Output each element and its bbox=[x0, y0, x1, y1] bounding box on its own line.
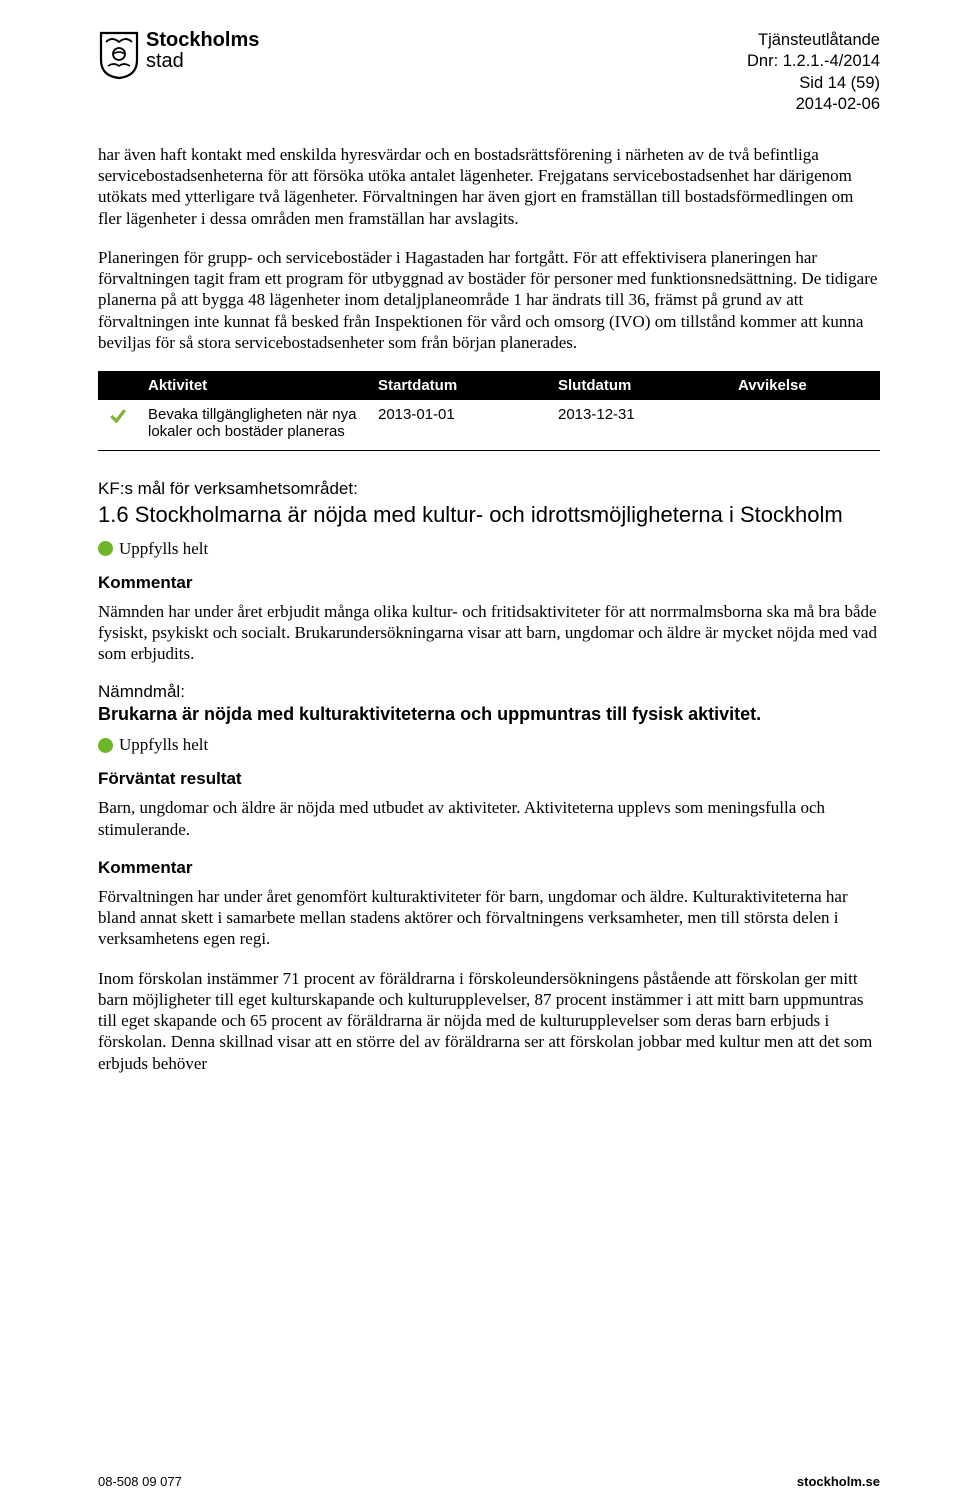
status-text-1: Uppfylls helt bbox=[119, 539, 208, 559]
meta-date: 2014-02-06 bbox=[747, 94, 880, 115]
paragraph-5: Förvaltningen har under året genomfört k… bbox=[98, 886, 880, 950]
col-activity: Aktivitet bbox=[148, 377, 378, 394]
check-icon bbox=[108, 406, 128, 426]
paragraph-6: Inom förskolan instämmer 71 procent av f… bbox=[98, 968, 880, 1074]
cell-start: 2013-01-01 bbox=[378, 406, 558, 423]
activity-table-header: Aktivitet Startdatum Slutdatum Avvikelse bbox=[98, 371, 880, 400]
col-end: Slutdatum bbox=[558, 377, 738, 394]
goal-1-6-title: 1.6 Stockholmarna är nöjda med kultur- o… bbox=[98, 501, 880, 529]
paragraph-4: Barn, ungdomar och äldre är nöjda med ut… bbox=[98, 797, 880, 840]
footer-site: stockholm.se bbox=[797, 1474, 880, 1489]
footer-phone: 08-508 09 077 bbox=[98, 1474, 182, 1489]
cell-activity: Bevaka tillgängligheten när nya lokaler … bbox=[148, 406, 378, 440]
paragraph-2: Planeringen för grupp- och servicebostäd… bbox=[98, 247, 880, 353]
status-dot-icon bbox=[98, 541, 113, 556]
col-deviation: Avvikelse bbox=[738, 377, 880, 394]
logo-text: Stockholms stad bbox=[146, 30, 259, 72]
kf-goal-label: KF:s mål för verksamhetsområdet: bbox=[98, 479, 880, 499]
paragraph-1: har även haft kontakt med enskilda hyres… bbox=[98, 144, 880, 229]
page-header: Stockholms stad Tjänsteutlåtande Dnr: 1.… bbox=[98, 30, 880, 116]
logo-block: Stockholms stad bbox=[98, 30, 259, 80]
logo-line1: Stockholms bbox=[146, 29, 259, 51]
status-text-2: Uppfylls helt bbox=[119, 735, 208, 755]
namndmal-title: Brukarna är nöjda med kulturaktivitetern… bbox=[98, 704, 880, 725]
stockholm-crest-icon bbox=[98, 30, 140, 80]
col-start: Startdatum bbox=[378, 377, 558, 394]
meta-dnr: Dnr: 1.2.1.-4/2014 bbox=[747, 51, 880, 72]
kommentar-heading-2: Kommentar bbox=[98, 858, 880, 878]
meta-page: Sid 14 (59) bbox=[747, 73, 880, 94]
activity-table: Aktivitet Startdatum Slutdatum Avvikelse… bbox=[98, 371, 880, 451]
kommentar-heading-1: Kommentar bbox=[98, 573, 880, 593]
forvantat-heading: Förväntat resultat bbox=[98, 769, 880, 789]
paragraph-3: Nämnden har under året erbjudit många ol… bbox=[98, 601, 880, 665]
status-dot-icon bbox=[98, 738, 113, 753]
status-line-1: Uppfylls helt bbox=[98, 539, 880, 559]
status-line-2: Uppfylls helt bbox=[98, 735, 880, 755]
namndmal-label: Nämndmål: bbox=[98, 682, 880, 702]
logo-line2: stad bbox=[146, 50, 184, 72]
page-footer: 08-508 09 077 stockholm.se bbox=[98, 1474, 880, 1489]
header-meta: Tjänsteutlåtande Dnr: 1.2.1.-4/2014 Sid … bbox=[747, 30, 880, 116]
meta-doc-type: Tjänsteutlåtande bbox=[747, 30, 880, 51]
activity-row: Bevaka tillgängligheten när nya lokaler … bbox=[98, 400, 880, 451]
cell-end: 2013-12-31 bbox=[558, 406, 738, 423]
